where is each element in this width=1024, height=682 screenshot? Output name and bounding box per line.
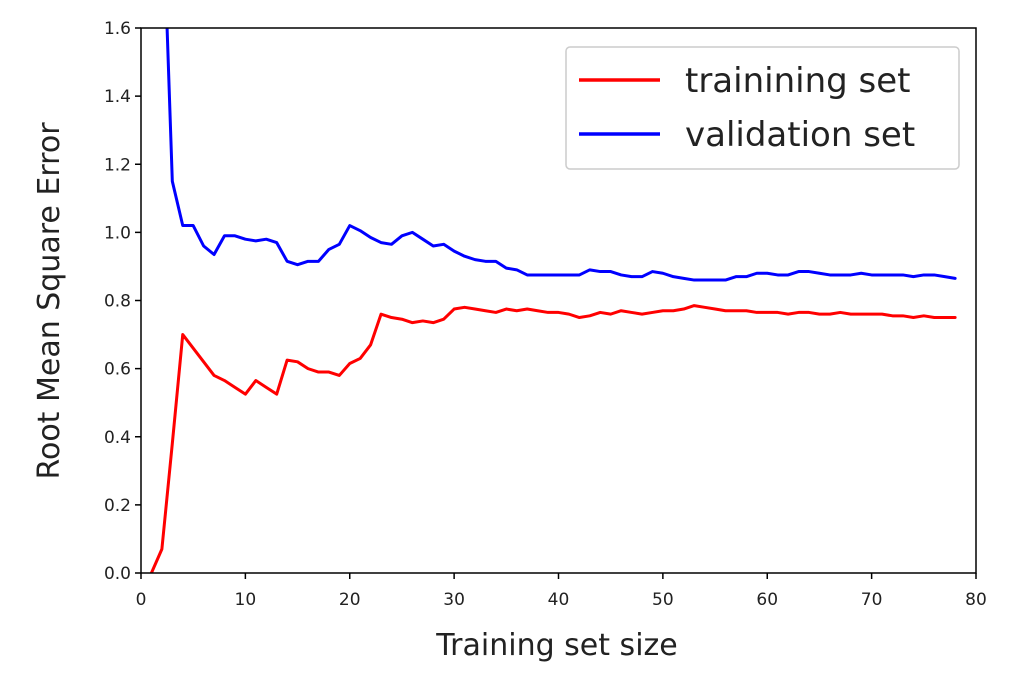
x-tick-label: 10: [235, 590, 257, 610]
legend-label-validation: validation set: [685, 115, 915, 155]
y-tick-label: 0.0: [104, 564, 131, 584]
x-tick-label: 0: [136, 590, 147, 610]
series-line-training: [149, 304, 957, 573]
x-tick-label: 20: [339, 590, 361, 610]
y-tick-label: 0.4: [104, 428, 131, 448]
y-tick-label: 0.2: [104, 496, 131, 516]
series-layer: [149, 28, 957, 573]
y-tick-label: 1.6: [104, 19, 131, 39]
y-tick-label: 0.6: [104, 360, 131, 380]
x-tick-label: 70: [861, 590, 883, 610]
y-tick-label: 1.4: [104, 87, 131, 107]
ticks-layer: 0 10 20 30 40 50 60 70 80 0.0 0.2 0.4 0.6 0.8 1.0 1.2 1.…: [104, 19, 987, 610]
y-tick-label: 1.2: [104, 155, 131, 175]
x-tick-label: 80: [965, 590, 987, 610]
x-axis-title: Training set size: [435, 628, 677, 663]
y-axis-title: Root Mean Square Error: [32, 122, 67, 480]
x-tick-label: 50: [652, 590, 674, 610]
y-tick-label: 0.8: [104, 292, 131, 312]
legend: trainining set validation set: [565, 46, 960, 170]
y-tick-label: 1.0: [104, 223, 131, 243]
x-tick-label: 60: [756, 590, 778, 610]
legend-label-training: trainining set: [685, 61, 910, 101]
x-tick-label: 40: [548, 590, 570, 610]
legend-box: [565, 46, 960, 170]
x-tick-label: 30: [443, 590, 465, 610]
series-line-validation: [165, 28, 957, 282]
